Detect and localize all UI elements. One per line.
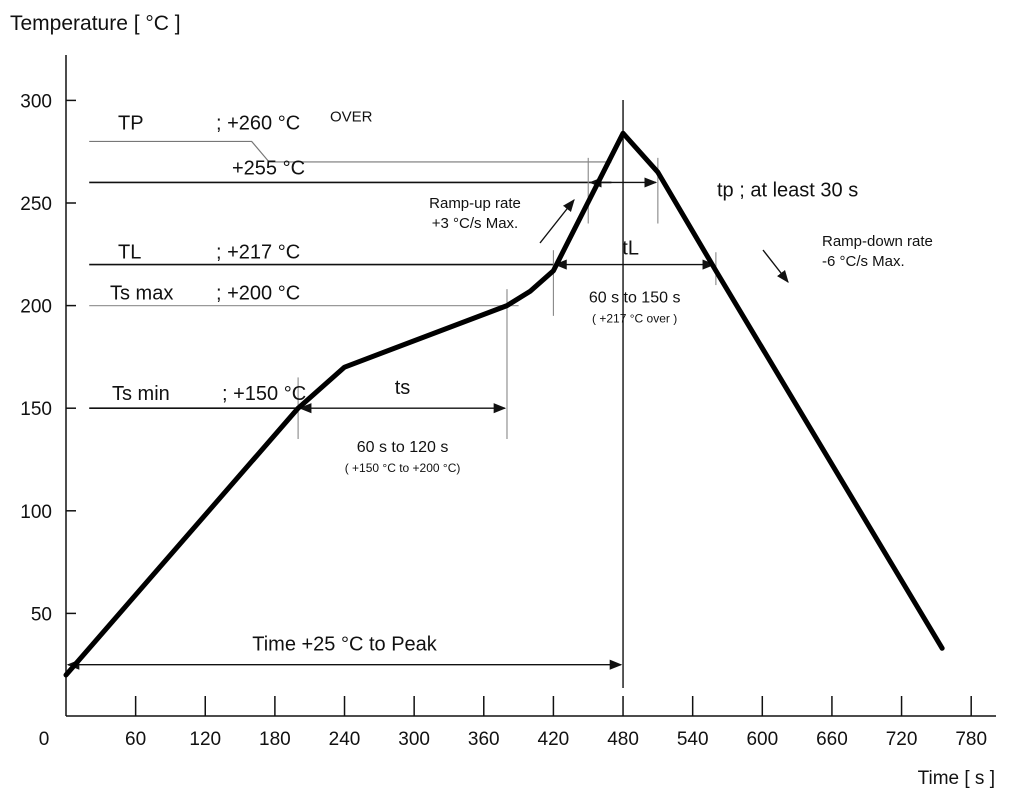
interval-label-tl: tL bbox=[622, 238, 639, 260]
ref-label-tl: TL bbox=[118, 242, 141, 264]
x-tick-label: 780 bbox=[955, 729, 987, 750]
ref-suffix-tp: OVER bbox=[330, 108, 373, 125]
ramp-up-arrow bbox=[539, 199, 575, 244]
ref-label-tsmin: Ts min bbox=[112, 383, 170, 405]
profile-line-0 bbox=[63, 130, 945, 678]
x-tick-label: 300 bbox=[398, 729, 430, 750]
y-tick-label: 100 bbox=[20, 502, 52, 523]
interval-label-ts: ts bbox=[395, 377, 411, 399]
interval-detail-tl: 60 s to 150 s bbox=[589, 290, 681, 307]
ref-value-255: +255 °C bbox=[232, 157, 305, 179]
x-tick-label: 600 bbox=[746, 729, 778, 750]
interval-subdetail-tl: ( +217 °C over ) bbox=[592, 312, 677, 326]
ramp-down-arrow bbox=[762, 249, 789, 283]
y-axis-label: Temperature [ °C ] bbox=[10, 12, 181, 35]
x-tick-label: 0 bbox=[39, 729, 50, 750]
y-tick-label: 150 bbox=[20, 399, 52, 420]
x-tick-label: 60 bbox=[125, 729, 146, 750]
ramp-up-value: +3 °C/s Max. bbox=[432, 215, 518, 232]
x-axis-label: Time [ s ] bbox=[918, 768, 995, 789]
interval-detail-ts: 60 s to 120 s bbox=[357, 439, 449, 456]
y-tick-label: 250 bbox=[20, 194, 52, 215]
x-tick-label: 180 bbox=[259, 729, 291, 750]
y-tick-label: 300 bbox=[20, 91, 52, 112]
x-tick-label: 480 bbox=[607, 729, 639, 750]
ref-value-tp: ; +260 °C bbox=[216, 112, 300, 134]
ref-value-tl: ; +217 °C bbox=[216, 242, 300, 264]
y-tick-label: 50 bbox=[31, 604, 52, 625]
x-tick-label: 720 bbox=[886, 729, 918, 750]
ref-label-tsmax: Ts max bbox=[110, 283, 173, 305]
ramp-down-value: -6 °C/s Max. bbox=[822, 253, 905, 270]
interval-subdetail-ts: ( +150 °C to +200 °C) bbox=[345, 461, 461, 475]
ref-label-tp: TP bbox=[118, 112, 144, 134]
interval-label-tp: tp ; at least 30 s bbox=[717, 179, 858, 201]
ramp-down-label: Ramp-down rate bbox=[822, 233, 933, 250]
x-tick-label: 660 bbox=[816, 729, 848, 750]
y-tick-label: 200 bbox=[20, 297, 52, 318]
x-tick-label: 120 bbox=[189, 729, 221, 750]
x-tick-label: 360 bbox=[468, 729, 500, 750]
x-tick-label: 420 bbox=[538, 729, 570, 750]
x-tick-label: 540 bbox=[677, 729, 709, 750]
ref-value-tsmax: ; +200 °C bbox=[216, 283, 300, 305]
ramp-up-label: Ramp-up rate bbox=[429, 195, 521, 212]
interval-label-to-peak: Time +25 °C to Peak bbox=[252, 634, 438, 656]
ref-value-tsmin: ; +150 °C bbox=[222, 383, 306, 405]
ref-line-tp bbox=[89, 140, 612, 163]
x-tick-label: 240 bbox=[329, 729, 361, 750]
